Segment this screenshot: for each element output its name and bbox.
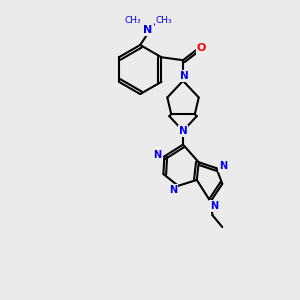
Text: N: N	[169, 185, 177, 195]
Text: CH₃: CH₃	[124, 16, 141, 25]
Text: N: N	[143, 25, 153, 35]
Text: O: O	[197, 44, 206, 53]
Text: N: N	[180, 71, 188, 81]
Text: N: N	[179, 126, 188, 136]
Text: CH₃: CH₃	[155, 16, 172, 25]
Text: N: N	[153, 150, 162, 161]
Text: N: N	[210, 201, 218, 212]
Text: N: N	[219, 161, 227, 171]
